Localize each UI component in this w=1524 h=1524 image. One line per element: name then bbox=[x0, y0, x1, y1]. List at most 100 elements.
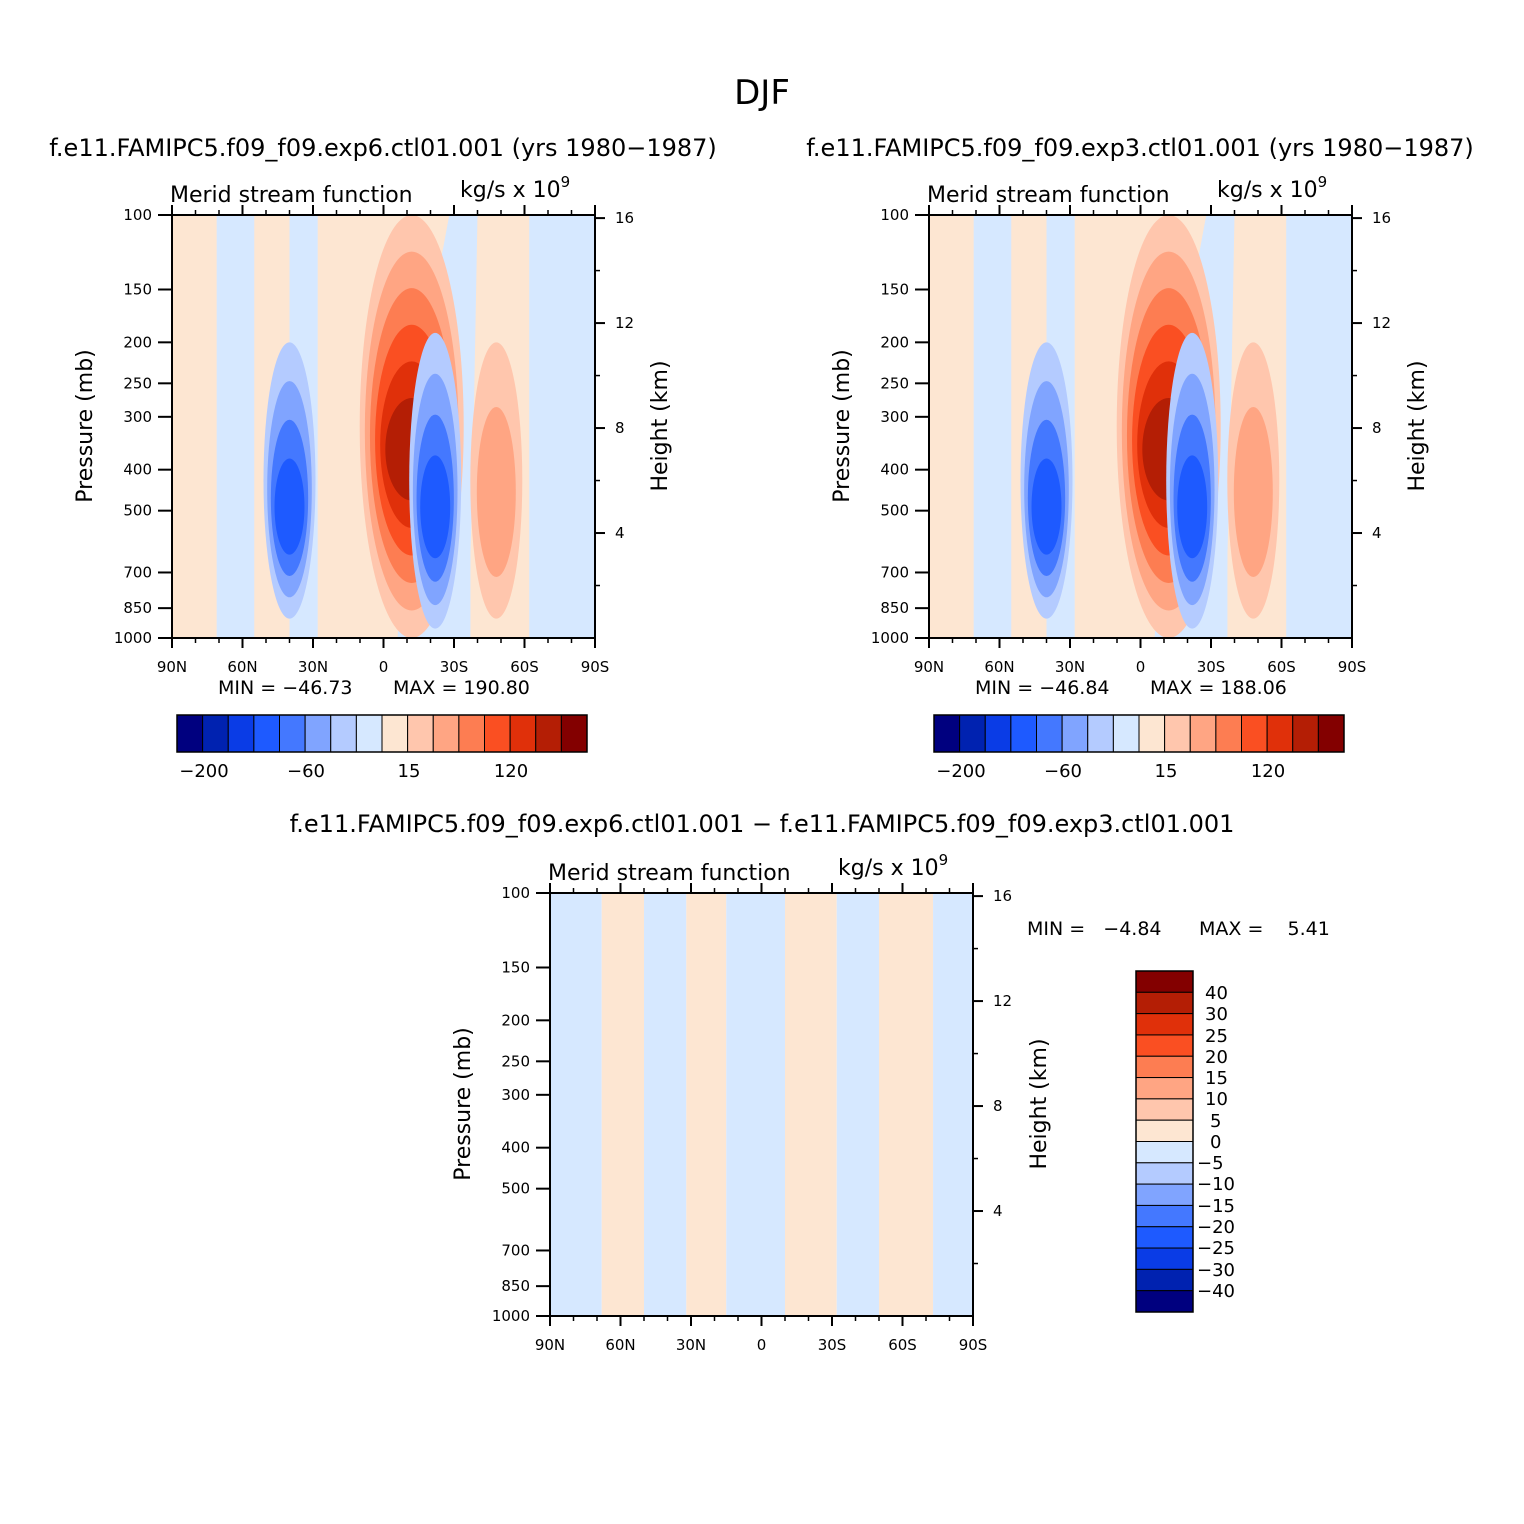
contour-band bbox=[726, 893, 785, 1316]
y-tick-label: 300 bbox=[123, 408, 152, 426]
contour-plot: 90N 60N 30N 0 30S 60S 90S 100 150 200 250 300 400 500… bbox=[492, 883, 1012, 1354]
colorbar-swatch bbox=[1135, 1013, 1194, 1036]
colorbar-label: −5 bbox=[1197, 1153, 1224, 1174]
y-tick-label: 250 bbox=[123, 374, 152, 392]
colorbar-swatch bbox=[1135, 1268, 1194, 1292]
y-tick-label: 200 bbox=[501, 1011, 530, 1029]
colorbar-label: 30 bbox=[1205, 1004, 1228, 1025]
contour-plot: 90N 60N 30N 0 30S 60S 90S 100 150 200 250 300 400 500… bbox=[871, 205, 1391, 676]
colorbar bbox=[933, 714, 1345, 753]
contour-band bbox=[550, 893, 602, 1316]
y-tick-label: 700 bbox=[123, 563, 152, 581]
colorbar-swatch bbox=[1241, 714, 1268, 753]
contour-cell bbox=[1233, 407, 1273, 578]
contour-cell bbox=[274, 458, 305, 555]
colorbar-label: −200 bbox=[936, 761, 985, 782]
contour-cell bbox=[1031, 458, 1062, 555]
contour-band bbox=[933, 893, 973, 1316]
contour-plot: 90N 60N 30N 0 30S 60S 90S 100 150 200 250 300 400 500… bbox=[114, 205, 634, 676]
contour-band bbox=[879, 893, 934, 1316]
y-tick-label: 400 bbox=[501, 1139, 530, 1157]
colorbar-swatch bbox=[509, 714, 537, 753]
colorbar-swatch bbox=[1317, 714, 1345, 753]
panel-exp6: f.e11.FAMIPC5.f09_f09.exp6.ctl01.001 (yr… bbox=[49, 134, 717, 782]
y-tick-label: 300 bbox=[880, 408, 909, 426]
colorbar-swatch bbox=[1135, 970, 1194, 993]
colorbar-label: 40 bbox=[1205, 983, 1228, 1004]
x-tick-label: 0 bbox=[757, 1336, 767, 1354]
y-tick-label: 500 bbox=[123, 502, 152, 520]
contour-band bbox=[1286, 215, 1352, 638]
x-tick-label: 60N bbox=[227, 658, 257, 676]
units-label: kg/s x 109 bbox=[838, 851, 948, 881]
colorbar-frame bbox=[1135, 970, 1194, 1313]
panel-difference: f.e11.FAMIPC5.f09_f09.exp6.ctl01.001 − f… bbox=[290, 810, 1330, 1354]
y-tick-label: 150 bbox=[501, 958, 530, 976]
contour-cell bbox=[476, 407, 516, 578]
colorbar-label: 5 bbox=[1210, 1111, 1221, 1132]
case-title: f.e11.FAMIPC5.f09_f09.exp3.ctl01.001 (yr… bbox=[806, 134, 1474, 162]
colorbar-label: −30 bbox=[1197, 1260, 1235, 1281]
y2-tick-label: 8 bbox=[1372, 419, 1382, 437]
colorbar-label: −60 bbox=[1044, 761, 1082, 782]
colorbar-swatch bbox=[1135, 991, 1194, 1015]
colorbar-label: 25 bbox=[1205, 1026, 1228, 1047]
y-tick-label: 700 bbox=[880, 563, 909, 581]
colorbar-swatch bbox=[535, 714, 562, 753]
variable-title: Merid stream function bbox=[170, 183, 413, 208]
colorbar-label: −40 bbox=[1197, 1281, 1235, 1302]
colorbar-swatch bbox=[176, 714, 204, 753]
max-value: MAX = 5.41 bbox=[1199, 918, 1330, 940]
colorbar-swatch bbox=[1135, 1183, 1194, 1206]
y2-tick-label: 12 bbox=[615, 314, 634, 332]
colorbar-label: 120 bbox=[494, 761, 528, 782]
colorbar-labels: −200 −60 15 120 bbox=[179, 761, 528, 782]
x-tick-label: 90S bbox=[581, 658, 610, 676]
contour-field bbox=[929, 215, 1352, 638]
colorbar-swatch bbox=[227, 714, 255, 753]
contour-field bbox=[550, 893, 973, 1316]
y2-tick-label: 12 bbox=[993, 992, 1012, 1010]
colorbar-label: −15 bbox=[1197, 1196, 1235, 1217]
y-tick-label: 150 bbox=[123, 280, 152, 298]
colorbar-frame bbox=[933, 714, 1345, 753]
colorbar-vertical bbox=[1135, 970, 1194, 1313]
contour-band bbox=[785, 893, 837, 1316]
colorbar-swatch bbox=[1112, 714, 1140, 753]
y-tick-label: 700 bbox=[501, 1241, 530, 1259]
colorbar-swatch bbox=[1135, 1247, 1194, 1270]
y2-tick-label: 4 bbox=[1372, 524, 1382, 542]
x-tick-label: 30S bbox=[1197, 658, 1226, 676]
x-tick-label: 90S bbox=[959, 1336, 988, 1354]
colorbar-swatch bbox=[304, 714, 332, 753]
y-axis-label: Pressure (mb) bbox=[830, 349, 855, 503]
colorbar-swatch bbox=[407, 714, 434, 753]
contour-band bbox=[601, 893, 644, 1316]
colorbar-swatch bbox=[279, 714, 306, 753]
colorbar-label: 0 bbox=[1210, 1132, 1221, 1153]
colorbar bbox=[176, 714, 588, 753]
x-tick-label: 90N bbox=[157, 658, 187, 676]
x-tick-label: 30S bbox=[440, 658, 469, 676]
colorbar-swatch bbox=[1010, 714, 1037, 753]
colorbar-swatch bbox=[1164, 714, 1191, 753]
colorbar-label: −60 bbox=[287, 761, 325, 782]
units-label: kg/s x 109 bbox=[1217, 173, 1327, 203]
colorbar-swatch bbox=[1135, 1204, 1194, 1228]
x-tick-label: 60S bbox=[1267, 658, 1296, 676]
colorbar-swatch bbox=[1135, 1119, 1194, 1142]
variable-title: Merid stream function bbox=[927, 183, 1170, 208]
x-tick-label: 60N bbox=[605, 1336, 635, 1354]
y2-tick-label: 16 bbox=[1372, 209, 1391, 227]
colorbar-swatch bbox=[1135, 1162, 1194, 1185]
y-tick-label: 400 bbox=[880, 461, 909, 479]
colorbar-swatch bbox=[432, 714, 460, 753]
contour-band bbox=[973, 215, 1012, 638]
colorbar-swatch bbox=[1135, 1226, 1194, 1249]
colorbar-label: −25 bbox=[1197, 1238, 1235, 1259]
colorbar-swatch bbox=[381, 714, 409, 753]
colorbar-swatch bbox=[959, 714, 986, 753]
y-tick-label: 850 bbox=[501, 1277, 530, 1295]
colorbar-label: 15 bbox=[1205, 1068, 1228, 1089]
